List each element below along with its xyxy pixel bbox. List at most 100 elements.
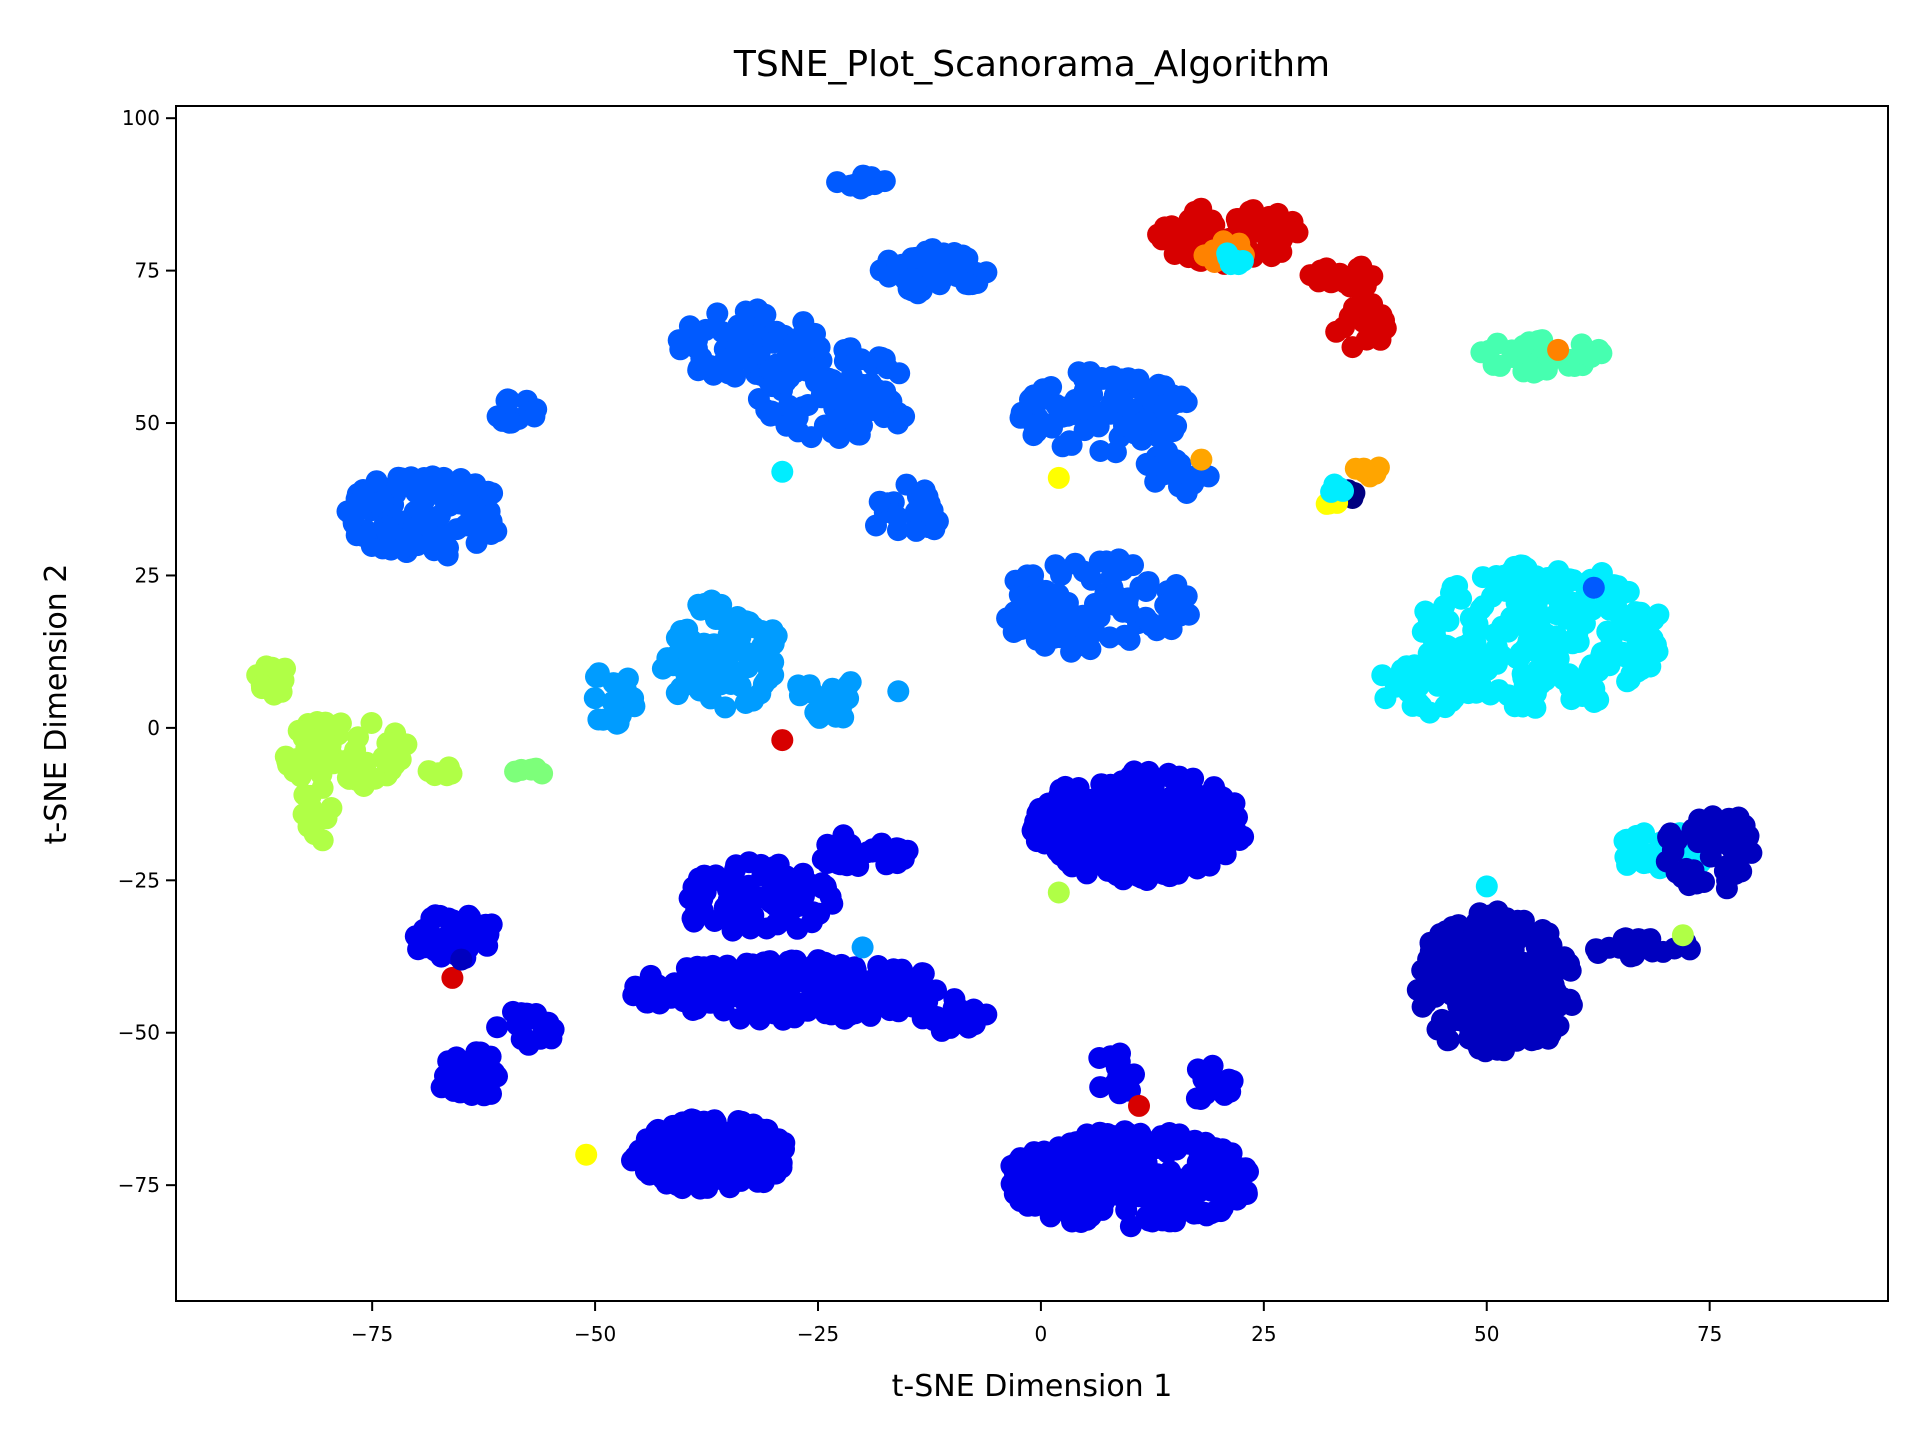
data-point	[1081, 383, 1104, 406]
data-point	[386, 749, 409, 772]
data-point	[1089, 1129, 1112, 1152]
data-point	[1187, 1202, 1209, 1225]
data-point	[750, 1130, 773, 1153]
data-point	[876, 357, 899, 380]
data-point	[731, 903, 754, 926]
data-point	[1542, 640, 1565, 663]
data-point	[1175, 482, 1198, 504]
data-point	[1511, 336, 1534, 358]
data-point	[376, 521, 399, 544]
data-point	[1016, 564, 1039, 587]
data-point	[1573, 592, 1596, 615]
data-point	[839, 833, 862, 856]
data-point	[675, 957, 698, 980]
data-point	[706, 302, 729, 325]
data-point	[848, 423, 871, 446]
data-point-outlier	[450, 948, 473, 971]
data-point	[873, 170, 896, 193]
data-point	[1596, 620, 1619, 643]
data-point	[446, 518, 468, 541]
data-point	[1217, 246, 1240, 269]
data-point	[1522, 361, 1545, 384]
data-point	[1113, 857, 1136, 880]
data-point	[483, 1061, 506, 1084]
data-point	[1130, 428, 1153, 451]
x-tick-label: −25	[797, 1322, 839, 1346]
data-point	[270, 661, 293, 684]
data-point	[690, 1134, 713, 1157]
data-point	[798, 674, 821, 697]
data-point	[687, 593, 710, 616]
data-point	[868, 490, 891, 513]
data-point	[1226, 211, 1249, 234]
data-point	[1019, 388, 1041, 411]
data-point-outlier	[887, 680, 910, 703]
data-point	[1142, 825, 1165, 848]
data-point	[780, 888, 803, 911]
data-point	[587, 665, 610, 688]
data-point	[1242, 199, 1265, 222]
data-point	[748, 1168, 771, 1191]
data-point	[311, 829, 334, 852]
data-point	[1422, 646, 1445, 669]
data-point	[1210, 1072, 1232, 1094]
data-point	[529, 1027, 552, 1050]
data-point	[1117, 587, 1139, 610]
data-point	[480, 913, 503, 936]
data-point	[1607, 601, 1629, 624]
data-point	[680, 629, 703, 651]
data-point	[867, 955, 890, 977]
data-point	[1441, 576, 1464, 599]
data-point	[1200, 1179, 1222, 1202]
data-point	[1008, 583, 1031, 606]
data-point	[912, 962, 935, 985]
data-point-outlier	[1475, 875, 1498, 898]
data-point	[1556, 593, 1579, 616]
data-point	[957, 273, 980, 296]
data-point	[1628, 840, 1651, 863]
data-point	[437, 907, 460, 930]
data-point-outlier	[771, 729, 794, 752]
data-point	[1220, 1167, 1243, 1190]
data-point	[525, 398, 548, 421]
data-point	[762, 651, 785, 674]
data-point	[360, 712, 383, 734]
data-point	[1150, 854, 1173, 877]
data-point	[1465, 911, 1488, 934]
data-point	[682, 876, 705, 899]
data-point	[814, 952, 837, 975]
data-point	[340, 746, 363, 769]
data-point	[734, 955, 757, 978]
data-point	[1410, 695, 1433, 718]
data-point	[423, 764, 446, 787]
data-point	[1103, 384, 1126, 407]
data-point	[1004, 1152, 1027, 1175]
data-point	[885, 837, 908, 860]
data-point	[1467, 961, 1490, 984]
x-tick-label: 25	[1251, 1322, 1276, 1346]
data-point	[1027, 814, 1050, 837]
data-point	[251, 677, 273, 700]
data-point	[714, 696, 737, 719]
data-point	[1515, 557, 1538, 580]
data-point	[327, 713, 350, 736]
data-point	[1104, 1183, 1127, 1206]
data-point	[423, 539, 446, 562]
data-point	[1715, 877, 1738, 900]
data-point	[1514, 579, 1537, 602]
data-point	[1147, 373, 1170, 396]
data-point	[1160, 215, 1183, 238]
data-point	[1154, 594, 1177, 617]
data-point	[498, 389, 521, 412]
data-point	[1434, 695, 1457, 717]
data-point	[313, 804, 336, 827]
plot-frame	[175, 105, 1889, 1302]
data-point	[1437, 610, 1460, 632]
data-point	[805, 356, 828, 379]
data-point	[1485, 652, 1508, 675]
data-point	[1098, 626, 1121, 649]
data-point	[1464, 631, 1487, 654]
data-point	[1117, 414, 1140, 437]
data-point	[347, 726, 369, 749]
y-tick-label: −50	[118, 1021, 160, 1045]
